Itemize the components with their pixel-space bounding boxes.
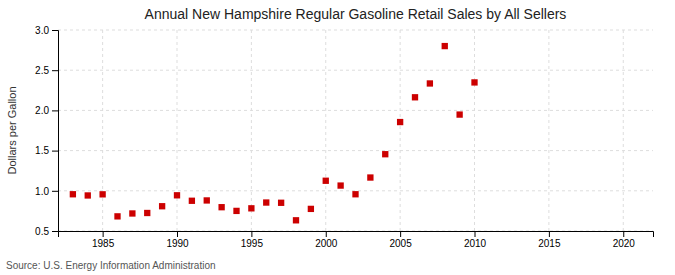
y-grid-line bbox=[58, 110, 653, 111]
x-tick-label: 2000 bbox=[315, 238, 338, 249]
x-tick-mark bbox=[623, 231, 624, 237]
y-tick-label: 1.5 bbox=[35, 145, 49, 156]
x-tick-mark bbox=[103, 231, 104, 237]
point bbox=[367, 174, 373, 180]
plot: 1985 1990 1995 2000 2005 2010 2015 2020 0.5 1.0 1.… bbox=[35, 25, 653, 249]
y-axis: 0.5 1.0 1.5 2.0 2.5 3.0 bbox=[35, 25, 58, 237]
x-tick: 2020 bbox=[613, 231, 636, 249]
x-tick: 2010 bbox=[464, 231, 487, 249]
point bbox=[204, 197, 210, 203]
grid bbox=[58, 30, 653, 231]
point bbox=[456, 111, 462, 117]
point bbox=[114, 213, 120, 219]
point bbox=[397, 119, 403, 125]
y-tick-mark bbox=[52, 70, 58, 71]
y-tick: 2.0 bbox=[35, 105, 58, 116]
x-tick: 2000 bbox=[315, 231, 338, 249]
marks bbox=[70, 43, 478, 224]
y-tick-label: 2.5 bbox=[35, 65, 49, 76]
point bbox=[427, 80, 433, 86]
point bbox=[248, 205, 254, 211]
point bbox=[189, 198, 195, 204]
y-tick-mark bbox=[52, 30, 58, 31]
y-axis-line bbox=[52, 31, 59, 232]
x-tick: 1990 bbox=[166, 231, 189, 249]
x-tick-label: 2005 bbox=[390, 238, 413, 249]
point bbox=[144, 210, 150, 216]
x-axis-line bbox=[59, 232, 654, 238]
x-grid-line bbox=[102, 30, 103, 231]
x-tick-mark bbox=[400, 231, 401, 237]
x-axis: 1985 1990 1995 2000 2005 2010 2015 2020 bbox=[59, 231, 654, 249]
chart: 1985 1990 1995 2000 2005 2010 2015 2020 0.5 1.0 1.… bbox=[0, 0, 675, 275]
x-grid-line bbox=[474, 30, 475, 231]
x-tick-mark bbox=[549, 231, 550, 237]
y-tick-mark bbox=[52, 110, 58, 111]
x-tick-label: 1990 bbox=[166, 238, 189, 249]
y-tick: 1.5 bbox=[35, 145, 58, 156]
x-tick-mark bbox=[177, 231, 178, 237]
source: Source: U.S. Energy Information Administ… bbox=[6, 260, 216, 271]
x-tick: 1985 bbox=[92, 231, 115, 249]
y-tick-mark bbox=[52, 191, 58, 192]
x-tick-label: 1995 bbox=[241, 238, 264, 249]
x-grid-line bbox=[325, 30, 326, 231]
y-tick: 2.5 bbox=[35, 65, 58, 76]
point bbox=[218, 204, 224, 210]
y-tick: 3.0 bbox=[35, 25, 58, 36]
point bbox=[293, 217, 299, 223]
y-tick-label: 1.0 bbox=[35, 186, 49, 197]
x-tick-label: 2020 bbox=[613, 238, 636, 249]
x-tick: 1995 bbox=[241, 231, 264, 249]
x-tick-label: 2015 bbox=[538, 238, 561, 249]
point bbox=[382, 151, 388, 157]
y-grid-line bbox=[58, 30, 653, 31]
point bbox=[442, 43, 448, 49]
y-grid-line bbox=[58, 70, 653, 71]
point bbox=[233, 208, 239, 214]
y-tick: 1.0 bbox=[35, 186, 58, 197]
x-grid-line bbox=[548, 30, 549, 231]
y-axis-title: Dollars per Gallon bbox=[6, 86, 18, 174]
point bbox=[263, 199, 269, 205]
x-grid-line bbox=[623, 30, 624, 231]
point bbox=[471, 79, 477, 85]
y-tick-mark bbox=[52, 151, 58, 152]
point bbox=[85, 192, 91, 198]
x-grid-line bbox=[251, 30, 252, 231]
x-grid-line bbox=[177, 30, 178, 231]
point bbox=[159, 203, 165, 209]
point bbox=[352, 191, 358, 197]
y-tick-label: 0.5 bbox=[35, 226, 49, 237]
y-tick: 0.5 bbox=[35, 226, 58, 237]
x-tick-mark bbox=[251, 231, 252, 237]
x-tick-label: 2010 bbox=[464, 238, 487, 249]
x-tick: 2015 bbox=[538, 231, 561, 249]
title: Annual New Hampshire Regular Gasoline Re… bbox=[145, 6, 567, 22]
y-tick-mark bbox=[52, 231, 58, 232]
y-tick-label: 3.0 bbox=[35, 25, 49, 36]
x-tick-mark bbox=[326, 231, 327, 237]
point bbox=[323, 178, 329, 184]
point bbox=[278, 200, 284, 206]
point bbox=[412, 94, 418, 100]
y-tick-label: 2.0 bbox=[35, 105, 49, 116]
x-tick: 2005 bbox=[390, 231, 413, 249]
point bbox=[308, 206, 314, 212]
point bbox=[174, 192, 180, 198]
point bbox=[337, 182, 343, 188]
x-tick-label: 1985 bbox=[92, 238, 115, 249]
y-grid-line bbox=[58, 150, 653, 151]
point bbox=[70, 191, 76, 197]
x-tick-mark bbox=[475, 231, 476, 237]
x-grid-line bbox=[400, 30, 401, 231]
point bbox=[99, 191, 105, 197]
point bbox=[129, 210, 135, 216]
